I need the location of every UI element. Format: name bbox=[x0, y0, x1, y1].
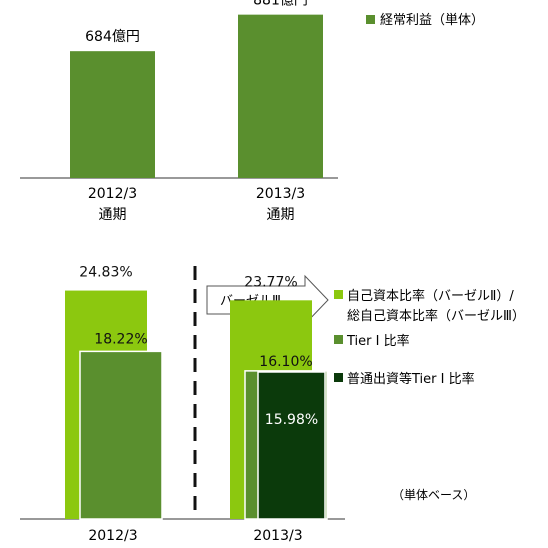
bottom-bar-label-g2-s1: 23.77% bbox=[244, 274, 297, 290]
top-category-2-line-1: 2013/3 bbox=[256, 186, 305, 202]
bottom-bar-label-g2-s2: 16.10% bbox=[259, 354, 312, 370]
top-bar-1 bbox=[70, 51, 155, 178]
bottom-legend-label-2-line-1: Tier Ⅰ 比率 bbox=[346, 333, 410, 349]
bottom-category-1: 2012/3 bbox=[88, 528, 137, 544]
top-bars bbox=[70, 14, 323, 178]
bottom-bar-g2-s3 bbox=[257, 371, 326, 520]
bottom-category-2: 2013/3 bbox=[253, 528, 302, 544]
bottom-legend-swatch-2 bbox=[334, 335, 343, 344]
capital-ratio-chart: バーゼルⅢ 24.83%18.22%23.77%16.10%15.98% 201… bbox=[20, 265, 525, 544]
bottom-legend-label-3-line-1: 普通出資等Tier Ⅰ 比率 bbox=[347, 371, 475, 387]
bottom-legend-label-1-line-1: 自己資本比率（バーゼルⅡ）/ bbox=[347, 288, 514, 304]
profit-chart: 684億円 881億円 2012/3 通期 2013/3 通期 経常利益（単体） bbox=[20, 0, 484, 223]
top-legend: 経常利益（単体） bbox=[366, 12, 484, 28]
top-legend-label: 経常利益（単体） bbox=[380, 12, 484, 28]
bottom-bar-g1-s2 bbox=[79, 350, 163, 520]
bottom-bars bbox=[65, 290, 328, 520]
bottom-legend-label-1-line-2: 総自己資本比率（バーゼルⅢ） bbox=[347, 308, 525, 324]
basis-note: （単体ベース） bbox=[392, 488, 475, 502]
bottom-legend: 自己資本比率（バーゼルⅡ）/ 総自己資本比率（バーゼルⅢ） Tier Ⅰ 比率普通出… bbox=[334, 288, 525, 387]
top-category-1-line-1: 2012/3 bbox=[88, 186, 137, 202]
top-legend-swatch bbox=[366, 15, 375, 24]
bottom-bar-label-g1-s2: 18.22% bbox=[94, 331, 147, 347]
bottom-category-labels: 2012/3 2013/3 bbox=[88, 528, 302, 544]
top-bar-label-1: 684億円 bbox=[85, 29, 140, 45]
top-category-2-line-2: 通期 bbox=[267, 207, 295, 223]
bottom-bar-label-g1-s1: 24.83% bbox=[79, 265, 132, 281]
bottom-legend-swatch-1 bbox=[334, 290, 343, 299]
top-category-1-line-2: 通期 bbox=[99, 207, 127, 223]
top-category-labels: 2012/3 通期 2013/3 通期 bbox=[88, 186, 305, 223]
top-bar-2 bbox=[238, 14, 323, 178]
top-data-labels: 684億円 881億円 bbox=[85, 0, 308, 45]
bottom-bar-label-g2-s3: 15.98% bbox=[265, 412, 318, 428]
bottom-legend-swatch-3 bbox=[334, 373, 343, 382]
top-bar-label-2: 881億円 bbox=[253, 0, 308, 9]
bottom-data-labels: 24.83% 18.22% 23.77% 16.10% 15.98% bbox=[79, 265, 318, 428]
